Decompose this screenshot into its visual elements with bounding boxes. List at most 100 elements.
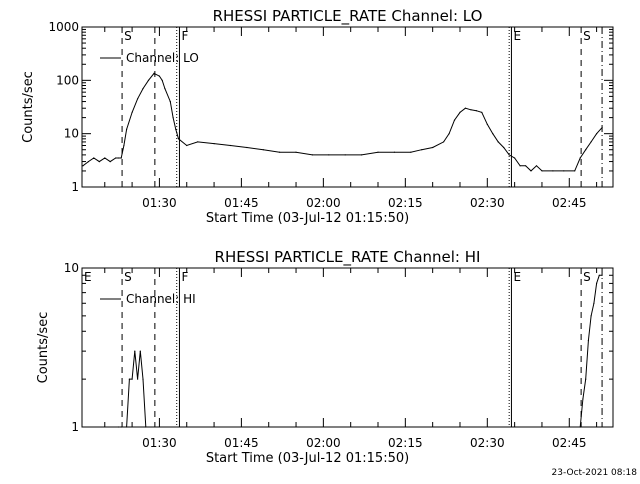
x-tick-label: 02:00 bbox=[306, 436, 341, 450]
event-marker-label: S bbox=[583, 29, 591, 43]
y-tick-label: 100 bbox=[56, 73, 79, 87]
data-point bbox=[459, 111, 461, 113]
data-point bbox=[598, 274, 600, 276]
data-point bbox=[131, 378, 133, 380]
chart-panel-lo: RHESSI PARTICLE_RATE Channel: LO 01:30 01:… bbox=[21, 7, 614, 226]
data-point bbox=[161, 79, 163, 81]
data-point bbox=[169, 101, 171, 103]
event-marker-label: E bbox=[513, 270, 521, 284]
data-point bbox=[128, 378, 130, 380]
x-tick-label: 02:15 bbox=[388, 196, 423, 210]
data-point bbox=[508, 154, 510, 156]
chart-title: RHESSI PARTICLE_RATE Channel: HI bbox=[215, 248, 481, 267]
data-point bbox=[475, 110, 477, 112]
data-point bbox=[186, 144, 188, 147]
y-axis-label: Counts/sec bbox=[21, 71, 36, 143]
data-point bbox=[172, 117, 174, 119]
data-point bbox=[552, 170, 554, 172]
data-point bbox=[177, 138, 180, 140]
data-point bbox=[601, 274, 603, 276]
x-tick-label: 01:45 bbox=[224, 196, 259, 210]
event-marker-label: S bbox=[124, 270, 132, 284]
data-point bbox=[596, 133, 598, 135]
data-point bbox=[142, 88, 144, 90]
event-marker-label: E bbox=[84, 270, 92, 284]
data-point bbox=[104, 157, 106, 159]
data-point bbox=[311, 154, 313, 156]
data-point bbox=[142, 378, 144, 380]
data-point bbox=[541, 170, 543, 172]
data-point bbox=[115, 157, 117, 159]
x-tick-label: 01:30 bbox=[142, 436, 177, 450]
data-point bbox=[137, 98, 139, 100]
data-point bbox=[601, 127, 603, 129]
x-tick-label: 02:45 bbox=[552, 436, 587, 450]
data-point bbox=[579, 157, 581, 159]
data-point bbox=[120, 157, 122, 159]
data-point bbox=[530, 170, 532, 172]
data-point bbox=[579, 426, 581, 428]
data-point bbox=[82, 165, 84, 167]
data-point bbox=[582, 398, 584, 400]
data-point bbox=[134, 350, 136, 352]
data-point bbox=[87, 161, 89, 163]
data-point bbox=[492, 133, 494, 135]
y-axis-label: Counts/sec bbox=[36, 312, 51, 384]
data-point bbox=[117, 426, 119, 428]
data-point bbox=[593, 302, 595, 304]
x-tick-label: 02:45 bbox=[552, 196, 587, 210]
data-point bbox=[229, 144, 232, 147]
data-point bbox=[139, 350, 141, 352]
data-point bbox=[164, 88, 166, 90]
data-point bbox=[213, 143, 215, 145]
data-point bbox=[525, 165, 527, 167]
data-point bbox=[147, 79, 150, 81]
data-point bbox=[262, 149, 264, 151]
data-point bbox=[497, 141, 499, 143]
legend-label: Channel: HI bbox=[126, 292, 196, 306]
data-point bbox=[377, 151, 379, 153]
data-point bbox=[585, 149, 587, 151]
data-point bbox=[563, 170, 565, 172]
data-point bbox=[481, 111, 483, 113]
event-marker-label: S bbox=[124, 29, 132, 43]
x-axis-label: Start Time (03-Jul-12 01:15:50) bbox=[206, 211, 409, 226]
chart-panel-hi: RHESSI PARTICLE_RATE Channel: HI 01:30 01:… bbox=[36, 248, 614, 466]
event-marker-label: E bbox=[513, 29, 521, 43]
data-point bbox=[153, 72, 155, 74]
data-point bbox=[246, 146, 248, 149]
data-point bbox=[197, 141, 199, 143]
footer-timestamp: 23-Oct-2021 08:18 bbox=[552, 468, 638, 478]
y-tick-label: 1000 bbox=[48, 20, 79, 34]
data-point bbox=[120, 426, 122, 428]
series-line bbox=[82, 72, 603, 172]
legend-label: Channel: LO bbox=[126, 51, 199, 65]
x-tick-label: 02:30 bbox=[470, 196, 505, 210]
data-point bbox=[514, 157, 516, 159]
x-axis-label: Start Time (03-Jul-12 01:15:50) bbox=[206, 451, 409, 466]
data-point bbox=[486, 123, 488, 125]
data-point bbox=[328, 154, 330, 156]
data-point bbox=[137, 378, 139, 380]
data-point bbox=[574, 170, 576, 172]
data-point bbox=[470, 109, 472, 111]
data-point bbox=[93, 157, 95, 159]
data-point bbox=[126, 426, 128, 428]
data-point bbox=[443, 141, 445, 143]
data-point bbox=[432, 146, 434, 149]
data-point bbox=[448, 133, 450, 135]
event-marker-label: F bbox=[181, 29, 188, 43]
data-point bbox=[421, 149, 423, 151]
data-point bbox=[453, 119, 456, 121]
data-point bbox=[123, 144, 125, 147]
data-point bbox=[109, 161, 111, 163]
data-point bbox=[98, 161, 100, 163]
data-point bbox=[596, 282, 598, 284]
data-point bbox=[126, 128, 128, 130]
data-point bbox=[587, 339, 590, 342]
x-tick-label: 01:30 bbox=[142, 196, 177, 210]
x-tick-label: 02:30 bbox=[470, 436, 505, 450]
data-point bbox=[117, 157, 119, 159]
data-point bbox=[393, 151, 395, 153]
